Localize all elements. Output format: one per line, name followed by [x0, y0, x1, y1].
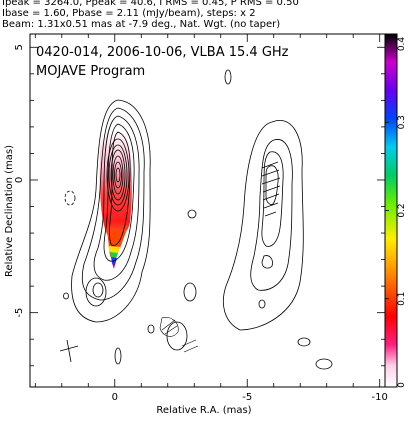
colorbar-tick-label: 0.1: [397, 292, 407, 306]
colorbar-ticks: 0 0.1 0.2 0.3 0.4: [385, 33, 407, 388]
header-peak-line: Ipeak = 3264.0, Ppeak = 40.6, I RMS = 0.…: [2, 0, 299, 8]
header-beam-line: Beam: 1.31x0.51 mas at -7.9 deg., Nat. W…: [2, 19, 281, 30]
colorbar-tick-label: 0.4: [397, 37, 407, 52]
total-intensity-contours-left: [63, 69, 232, 365]
y-tick-label: 0: [14, 177, 25, 183]
plot-subtitle: MOJAVE Program: [36, 64, 145, 79]
evpa-vectors: [261, 161, 281, 217]
colorbar-tick-label: 0.2: [397, 203, 407, 217]
x-tick-label: 0: [112, 392, 118, 403]
pol-intensity-jet-purple: [112, 263, 115, 269]
y-axis-title: Relative Declination (mas): [4, 145, 15, 277]
y-tick-label: -5: [14, 308, 25, 318]
colorbar-tick-label: 0: [397, 382, 407, 388]
x-axis-title: Relative R.A. (mas): [156, 405, 251, 416]
x-tick-label: -10: [372, 392, 388, 403]
x-axis-ticks: 0 -5 -10: [34, 34, 388, 403]
x-tick-label: -5: [242, 392, 252, 403]
y-tick-label: 5: [14, 44, 25, 50]
y-axis-ticks: 5 0 -5: [14, 44, 385, 367]
colorbar-tick-label: 0.3: [397, 115, 407, 129]
plot-frame: [29, 33, 386, 388]
map-panel: 0 -5 -10 5 0 -5 0420-014, 2006-10-06, VLBA 1…: [4, 33, 388, 416]
header-base-line: Ibase = 1.60, Pbase = 2.11 (mJy/beam), s…: [2, 8, 256, 19]
beam-marker: [59, 339, 79, 363]
total-intensity-contours-right: [223, 120, 333, 370]
pol-intensity-jet-yellow: [108, 246, 121, 254]
ticks-and-patches: [159, 317, 199, 353]
plot-title: 0420-014, 2006-10-06, VLBA 15.4 GHz: [36, 45, 289, 60]
colorbar: 0 0.1 0.2 0.3 0.4: [384, 33, 407, 388]
